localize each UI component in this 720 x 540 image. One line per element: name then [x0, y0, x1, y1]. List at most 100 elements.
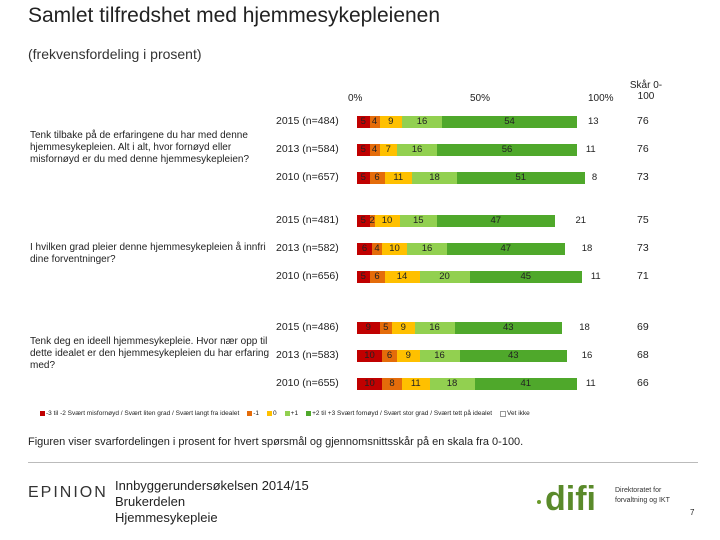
bar-segment-label: 4 [371, 116, 378, 127]
bar-segment [457, 172, 585, 184]
bar-segment-label: 10 [389, 243, 400, 254]
bar-segment-label: 20 [439, 271, 450, 282]
bar-segment [429, 378, 475, 390]
bar-segment-label: 41 [520, 378, 532, 389]
score-value: 66 [637, 377, 649, 389]
bar-segment [577, 378, 605, 390]
bar-segment-label: 21 [575, 215, 587, 226]
survey-line-2: Brukerdelen [115, 494, 186, 509]
bar-segment [437, 215, 555, 227]
bar-segment [412, 172, 457, 184]
bar-segment [369, 271, 385, 283]
bar-segment [564, 243, 610, 255]
bar-segment-label: 5 [360, 271, 366, 282]
bar-segment-label: 43 [502, 322, 514, 333]
bar-segment-label: 4 [374, 243, 380, 254]
stacked-bar: 10 8 11 18 41 11 [357, 378, 607, 390]
stacked-bar: 5 6 14 20 45 11 [357, 271, 610, 283]
bar-segment [357, 116, 370, 128]
bar-segment [474, 378, 577, 390]
bar-segment [582, 271, 610, 283]
bar-segment [414, 322, 455, 334]
question-2: I hvilken grad pleier denne hjemmesykepl… [30, 242, 266, 265]
bar-segment [397, 144, 437, 156]
bar-segment-label: 9 [400, 322, 406, 333]
score-value: 75 [637, 214, 649, 226]
bar-segment-label: 16 [434, 350, 445, 361]
bar-segment [374, 215, 400, 227]
difi-line-2: forvaltning og IKT [615, 497, 671, 504]
bar-segment [402, 378, 430, 390]
bar-segment [379, 116, 402, 128]
bar-segment-label: 47 [490, 215, 502, 226]
page-subtitle: (frekvensfordeling i prosent) [28, 46, 202, 62]
legend-label-pos: +2 til +3 Svært fornøyd / Svært stor gra… [312, 410, 493, 417]
bar-segment [369, 172, 385, 184]
bar-segment-label: 6 [374, 271, 380, 282]
bar-segment-label: 11 [590, 271, 601, 282]
legend-swatch-dontknow [500, 410, 507, 417]
bar-segment-label: 18 [429, 172, 440, 183]
stacked-bar: 5 2 10 15 47 21 [357, 215, 607, 227]
score-value: 76 [637, 115, 649, 127]
bar-segment [584, 172, 605, 184]
bar-segment [437, 144, 577, 156]
bar-segment-label: 18 [446, 378, 458, 389]
bar-segment-label: 15 [412, 215, 424, 226]
bar-segment [369, 215, 375, 227]
bar-segment-label: 2 [369, 215, 375, 226]
bar-segment-label: 16 [581, 350, 593, 361]
row-label: 2010 (n=655) [276, 377, 339, 389]
survey-line-1: Innbyggerundersøkelsen 2014/15 [115, 478, 309, 493]
chart-legend: -3 til -2 Svært misfornøyd / Svært liten… [40, 410, 535, 417]
bar-segment [382, 243, 407, 255]
bar-segment-label: 5 [360, 144, 366, 155]
score-value: 73 [637, 242, 649, 254]
bar-segment [399, 215, 437, 227]
row-label: 2015 (n=484) [276, 115, 339, 127]
question-3: Tenk deg en ideell hjemmesykepleie. Hvor… [30, 336, 270, 371]
page-number: 7 [690, 508, 695, 517]
bar-segment [369, 144, 380, 156]
difi-logo-dot [537, 500, 541, 504]
legend-swatch-zero [267, 411, 273, 416]
difi-line-1: Direktoratet for [615, 487, 662, 494]
legend-swatch-minus1 [247, 411, 253, 416]
footnote: Figuren viser svarfordelingen i prosent … [28, 436, 524, 448]
bar-segment-label: 10 [364, 378, 375, 389]
bar-segment [402, 116, 442, 128]
bar-segment [577, 144, 605, 156]
row-label: 2015 (n=486) [276, 321, 339, 333]
bar-segment-label: 54 [504, 116, 515, 127]
bar-segment-label: 9 [388, 116, 394, 127]
legend-swatch-pos [306, 411, 312, 416]
bar-segment-label: 45 [520, 271, 532, 282]
difi-wordmark: difi [545, 480, 596, 518]
bar-segment [442, 116, 577, 128]
row-label: 2013 (n=584) [276, 143, 339, 155]
bar-segment-label: 5 [360, 215, 366, 226]
score-value: 71 [637, 270, 649, 282]
survey-line-3: Hjemmesykepleie [115, 510, 218, 525]
bar-segment-label: 6 [374, 172, 380, 183]
bar-segment [379, 322, 392, 334]
row-label: 2015 (n=481) [276, 214, 339, 226]
page-title: Samlet tilfredshet med hjemmesykepleiene… [28, 4, 441, 27]
bar-segment-label: 10 [381, 215, 393, 226]
bar-segment [372, 243, 382, 255]
bar-segment [357, 243, 372, 255]
bar-segment-label: 11 [393, 172, 404, 183]
bar-segment [392, 322, 415, 334]
stacked-bar: 9 5 9 16 43 18 [357, 322, 607, 334]
bar-segment-label: 5 [360, 116, 366, 127]
bar-segment [369, 116, 380, 128]
bar-segment [382, 350, 397, 362]
bar-segment [384, 271, 420, 283]
bar-segment-label: 16 [411, 144, 423, 155]
stacked-bar: 5 4 7 16 56 11 [357, 144, 607, 156]
epinion-logo: EPINION [28, 484, 108, 501]
stacked-bar: 5 6 11 18 51 8 [357, 172, 607, 184]
bar-segment [357, 350, 382, 362]
bar-segment-label: 14 [396, 271, 408, 282]
legend-item-plus1: +1 [284, 410, 298, 417]
